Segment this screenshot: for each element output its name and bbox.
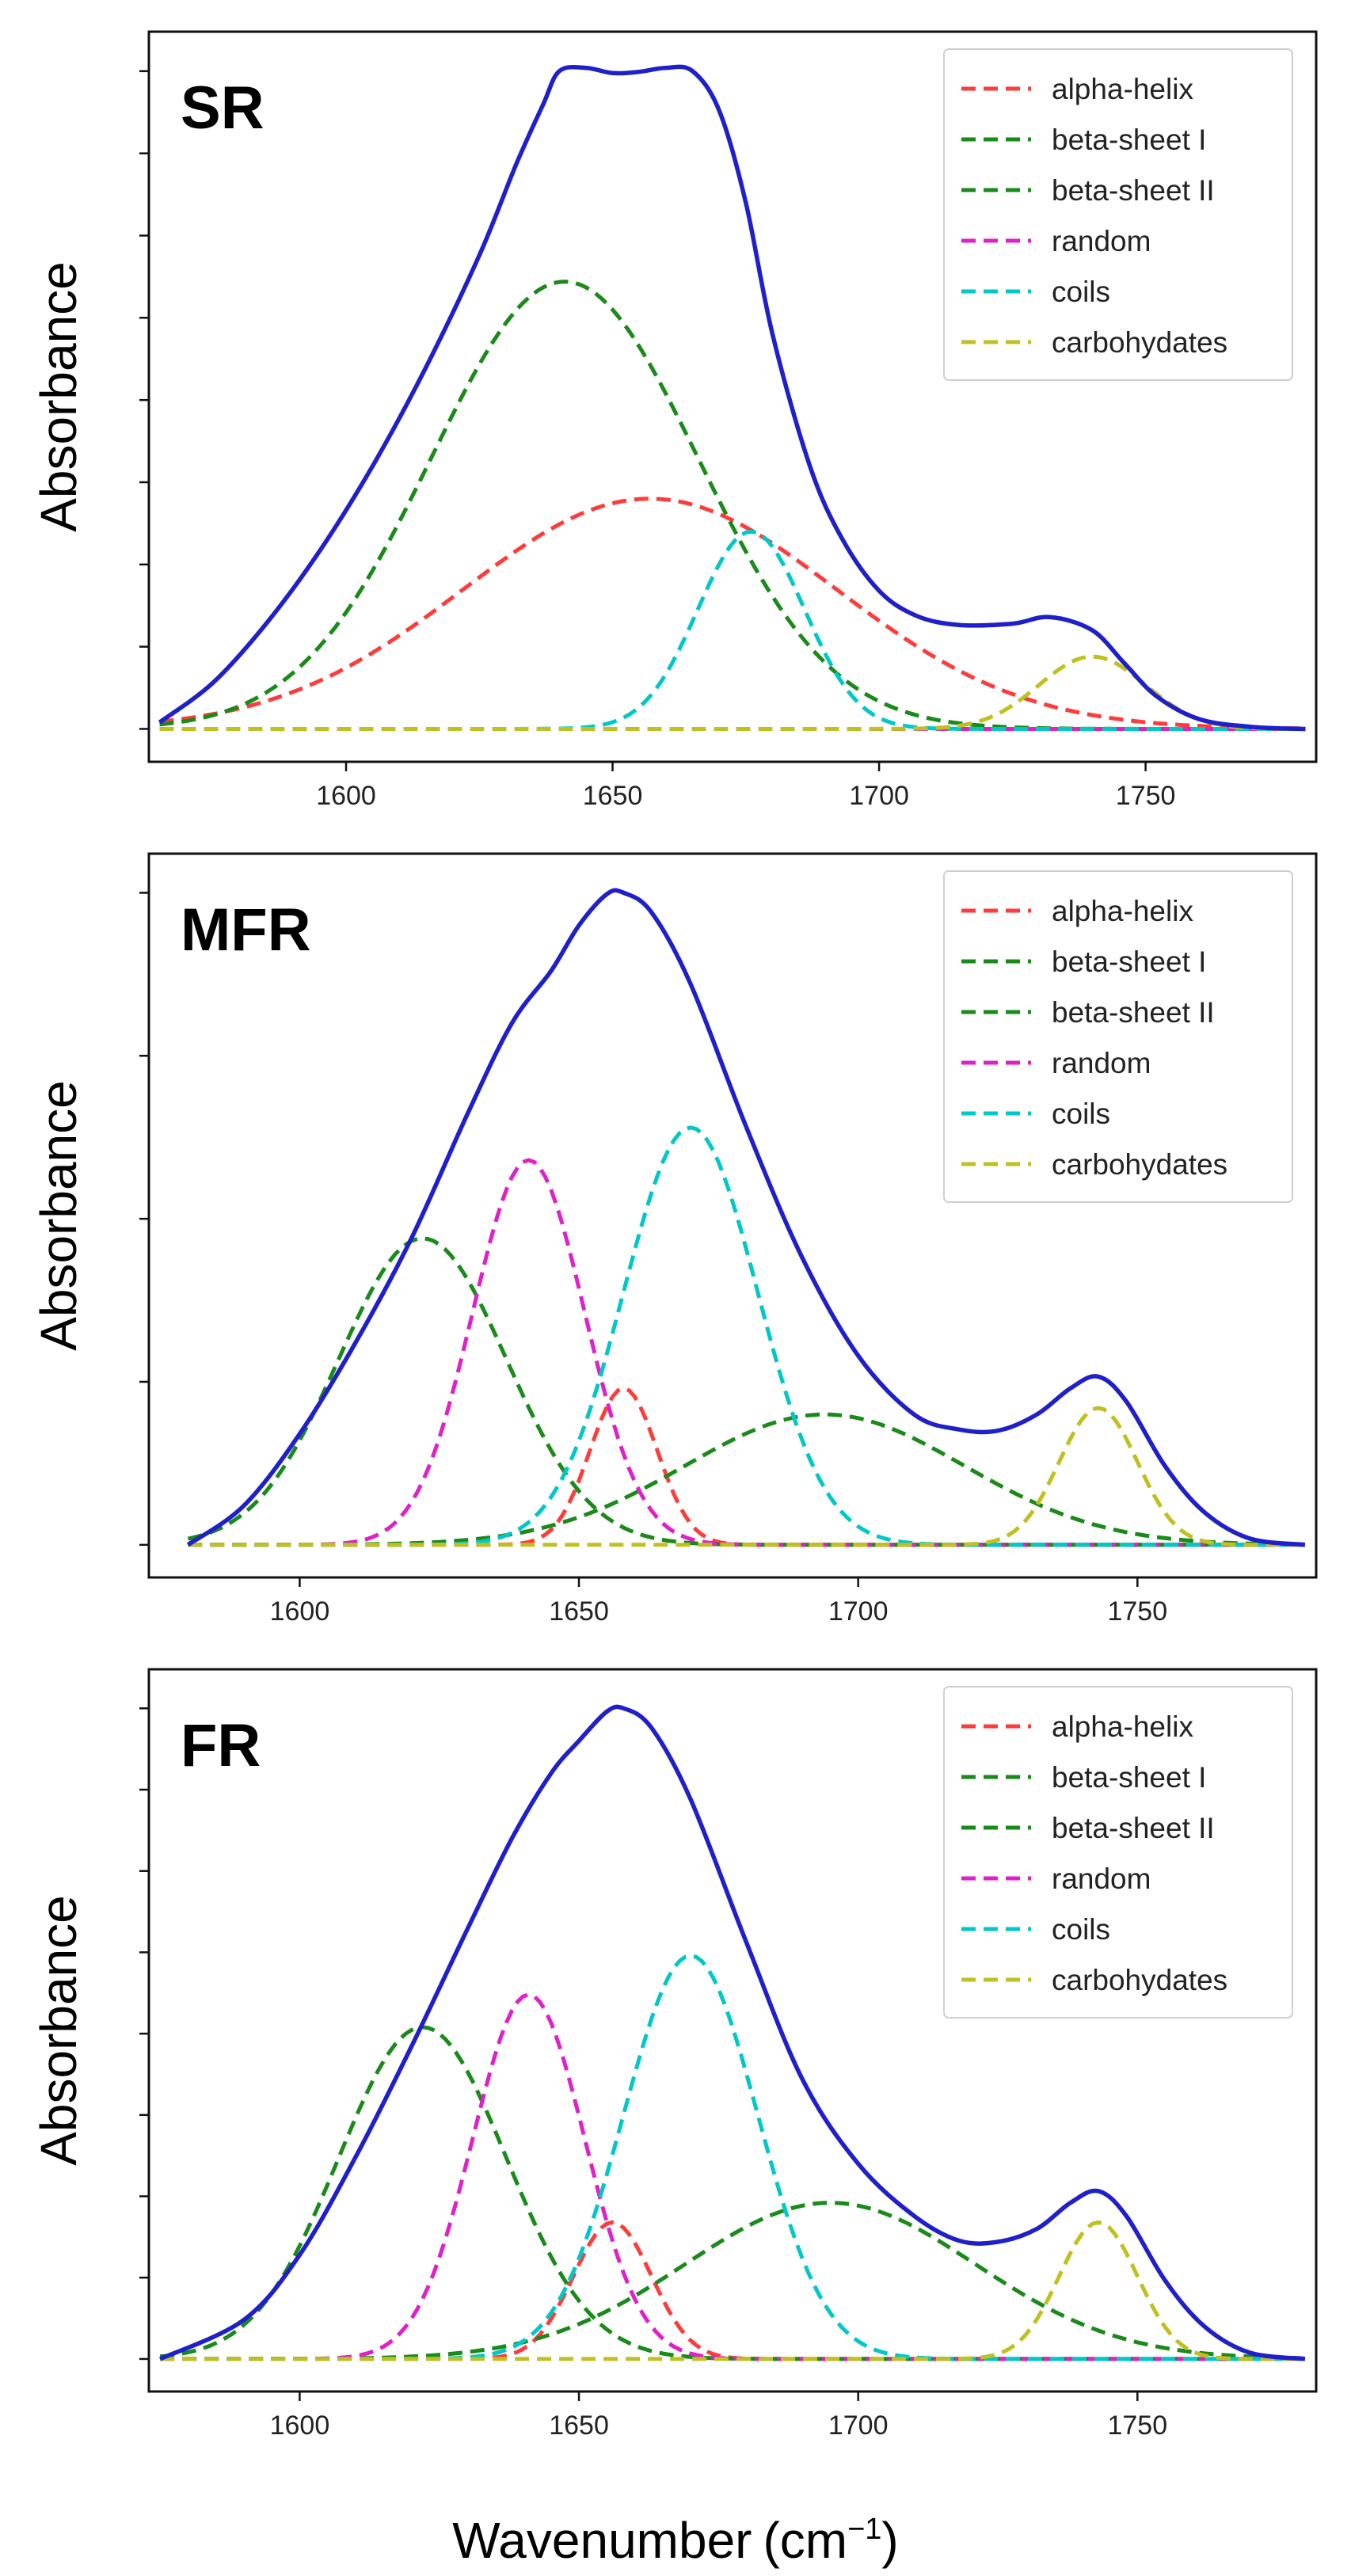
legend-fr: alpha-helix beta-sheet I beta-sheet II rand… [943,1686,1293,2019]
legend-label-coils-mfr: coils [1052,1098,1110,1130]
series-carbohydates-fr [160,2220,1305,2361]
x-tick-label-mfr: 1750 [1107,1596,1167,1627]
legend-label-beta-sheet-ii-sr: beta-sheet II [1052,174,1215,207]
panel-fr: 1600 1650 1700 1750 FR Absorbance alpha-helix b… [30,1668,1318,2441]
series-random-fr [160,1992,1305,2361]
legend-mfr: alpha-helix beta-sheet I beta-sheet II rand… [943,870,1293,1203]
x-tick-label-fr: 1700 [828,2410,889,2441]
x-axis-word: Wavenumber [452,2512,752,2569]
legend-label-beta-sheet-ii-mfr: beta-sheet II [1052,996,1215,1029]
series-total-spectrum-sr [158,64,1306,732]
x-tick-label-fr: 1650 [549,2410,609,2441]
x-tick-label-mfr: 1600 [270,1596,330,1627]
x-axis-unit-exp: −1 [847,2513,881,2546]
panel-label-sr: SR [181,74,264,142]
series-random-mfr [188,1158,1305,1547]
y-axis-title-fr: Absorbance [30,1895,87,2166]
panel-mfr: 1600 1650 1700 1750 MFR Absorbance alpha-helix… [30,852,1318,1627]
x-tick-label-sr: 1750 [1116,781,1176,811]
x-tick-label-mfr: 1650 [549,1596,609,1627]
x-tick-label-sr: 1600 [316,781,376,811]
y-axis-title-mfr: Absorbance [30,1080,87,1351]
legend-box-mfr [943,870,1293,1203]
panel-label-fr: FR [181,1712,261,1779]
y-axis-title-sr: Absorbance [30,261,87,532]
plot-area-fr [158,1704,1306,2361]
x-axis-unit-open: (cm [763,2512,847,2569]
legend-box-fr [943,1686,1293,2019]
series-beta-sheet-i-mfr [187,1236,1305,1547]
x-axis-title: Wavenumber (cm−1) [452,2512,898,2569]
x-axis-unit-close: ) [881,2512,898,2569]
x-tick-label-sr: 1650 [583,781,643,811]
legend-label-alpha-helix-sr: alpha-helix [1052,73,1193,105]
legend-label-carbohydates-sr: carbohydates [1052,326,1227,359]
legend-label-alpha-helix-mfr: alpha-helix [1052,895,1193,927]
panels: 1600 1650 1700 1750 SR Absorbance alpha-helix b… [30,30,1318,2441]
series-carbohydates-sr [159,654,1306,731]
legend-label-beta-sheet-i-mfr: beta-sheet I [1052,946,1206,978]
legend-box-sr [943,48,1293,381]
x-tick-label-sr: 1700 [849,781,909,811]
series-total-spectrum-fr [158,1704,1306,2361]
panel-label-mfr: MFR [181,896,311,964]
legend-label-random-mfr: random [1052,1047,1151,1079]
plot-area-sr [158,64,1306,732]
legend-sr: alpha-helix beta-sheet I beta-sheet II rand… [943,48,1293,381]
x-tick-label-fr: 1750 [1107,2410,1167,2441]
legend-label-beta-sheet-i-fr: beta-sheet I [1052,1761,1206,1794]
series-alpha-helix-sr [159,497,1306,731]
plot-area-mfr [186,888,1306,1547]
legend-label-alpha-helix-fr: alpha-helix [1052,1710,1193,1743]
legend-label-random-fr: random [1052,1863,1151,1895]
panel-sr: 1600 1650 1700 1750 SR Absorbance alpha-helix b… [30,30,1318,811]
legend-label-carbohydates-fr: carbohydates [1052,1964,1227,1996]
legend-label-coils-fr: coils [1052,1913,1110,1946]
x-tick-label-mfr: 1700 [828,1596,889,1627]
legend-label-beta-sheet-i-sr: beta-sheet I [1052,124,1206,156]
x-tick-label-fr: 1600 [270,2410,330,2441]
series-carbohydates-mfr [188,1406,1305,1547]
series-total-spectrum-mfr [186,888,1306,1547]
legend-label-coils-sr: coils [1052,276,1110,308]
legend-label-random-sr: random [1052,225,1151,257]
legend-label-beta-sheet-ii-fr: beta-sheet II [1052,1812,1215,1844]
legend-label-carbohydates-mfr: carbohydates [1052,1148,1227,1181]
